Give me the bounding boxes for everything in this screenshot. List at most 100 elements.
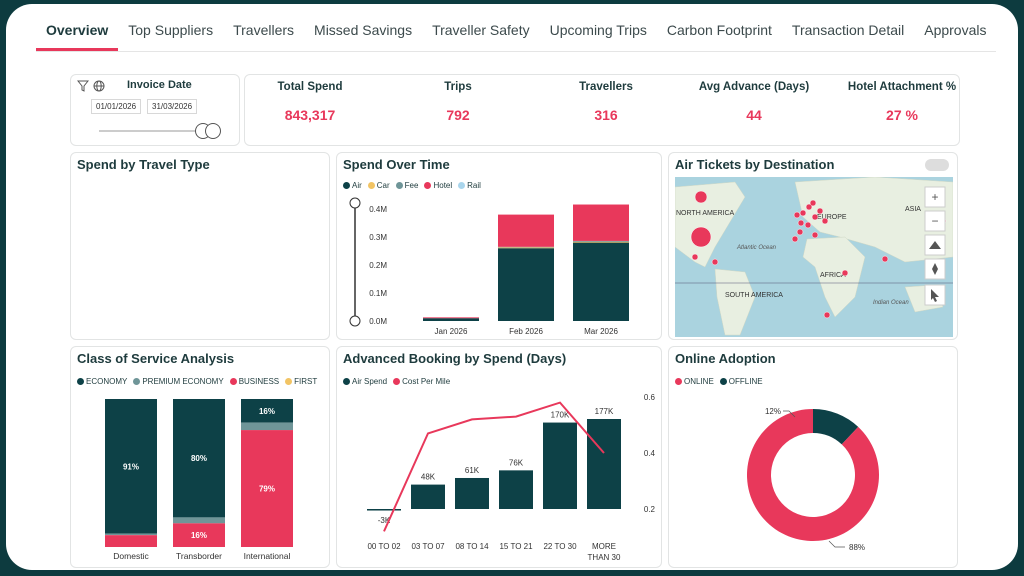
legend-item[interactable]: Air Spend bbox=[343, 377, 387, 386]
filter-title: Invoice Date bbox=[127, 79, 192, 91]
y-tick-label: 0.0M bbox=[369, 317, 387, 326]
x-tick-label: 08 TO 14 bbox=[455, 542, 489, 551]
legend-swatch bbox=[395, 182, 403, 189]
legend-item[interactable]: Fee bbox=[395, 181, 419, 190]
destination-marker[interactable] bbox=[796, 228, 804, 236]
bar-segment-economy[interactable] bbox=[241, 399, 293, 423]
x-tick-label: 15 TO 21 bbox=[499, 542, 533, 551]
destination-marker[interactable] bbox=[797, 219, 805, 227]
bar-data-label: 177K bbox=[595, 407, 614, 416]
destination-marker[interactable] bbox=[881, 255, 889, 263]
tab-traveller-safety[interactable]: Traveller Safety bbox=[432, 22, 530, 38]
destination-marker[interactable] bbox=[811, 231, 819, 239]
bar-segment-hotel[interactable] bbox=[498, 214, 554, 247]
legend-label: Fee bbox=[404, 181, 419, 190]
bar-segment-fee[interactable] bbox=[498, 246, 554, 248]
globe-icon[interactable] bbox=[93, 79, 105, 97]
x-tick-label: Transborder bbox=[176, 551, 222, 561]
bar-segment-fee[interactable] bbox=[573, 240, 629, 242]
bar-segment-premium-economy[interactable] bbox=[105, 533, 157, 536]
legend-item[interactable]: Car bbox=[367, 181, 390, 190]
donut-slice-online[interactable] bbox=[747, 409, 879, 541]
tab-carbon-footprint[interactable]: Carbon Footprint bbox=[666, 22, 772, 38]
bar-segment-business[interactable] bbox=[173, 523, 225, 547]
bar-segment-air[interactable] bbox=[423, 318, 479, 321]
slice-label: 12% bbox=[765, 407, 781, 416]
tab-upcoming-trips[interactable]: Upcoming Trips bbox=[549, 22, 647, 38]
bar-segment-hotel[interactable] bbox=[423, 317, 479, 319]
bar-segment-premium-economy[interactable] bbox=[241, 422, 293, 431]
legend-item[interactable]: BUSINESS bbox=[229, 377, 280, 386]
destination-marker[interactable] bbox=[811, 213, 819, 221]
bar-segment-air[interactable] bbox=[573, 242, 629, 321]
destination-marker[interactable] bbox=[821, 217, 829, 225]
legend-item[interactable]: PREMIUM ECONOMY bbox=[133, 377, 224, 386]
legend-label: BUSINESS bbox=[238, 377, 280, 386]
leader-line bbox=[783, 410, 796, 418]
air-spend-bar[interactable] bbox=[543, 422, 577, 509]
bar-segment-business[interactable] bbox=[241, 430, 293, 547]
legend-item[interactable]: Air bbox=[343, 181, 362, 190]
legend-item[interactable]: OFFLINE bbox=[719, 377, 763, 386]
tab-travellers[interactable]: Travellers bbox=[233, 22, 295, 38]
legend-item[interactable]: ECONOMY bbox=[77, 377, 127, 386]
end-date-input[interactable]: 31/03/2026 bbox=[147, 99, 198, 114]
destination-marker[interactable] bbox=[804, 221, 812, 229]
zoom-in-button[interactable] bbox=[924, 186, 946, 208]
start-date-input[interactable]: 01/01/2026 bbox=[91, 99, 142, 114]
zoom-out-button[interactable] bbox=[924, 210, 946, 232]
air-spend-bar[interactable] bbox=[411, 484, 445, 509]
legend-swatch bbox=[719, 378, 727, 385]
panel-title: Spend Over Time bbox=[343, 157, 450, 172]
bar-segment-premium-economy[interactable] bbox=[173, 517, 225, 524]
destination-marker[interactable] bbox=[711, 258, 719, 266]
air-spend-bar[interactable] bbox=[587, 419, 621, 509]
destination-marker[interactable] bbox=[791, 235, 799, 243]
cost-per-mile-line[interactable] bbox=[383, 401, 605, 532]
bar-segment-car[interactable] bbox=[573, 241, 629, 243]
destination-marker[interactable] bbox=[793, 211, 801, 219]
tab-top-suppliers[interactable]: Top Suppliers bbox=[128, 22, 214, 38]
destination-marker[interactable] bbox=[691, 253, 699, 261]
bar-segment-air[interactable] bbox=[498, 248, 554, 321]
kpi-label: Total Spend bbox=[277, 81, 343, 93]
destination-marker[interactable] bbox=[805, 203, 813, 211]
destination-marker[interactable] bbox=[823, 311, 831, 319]
destination-marker[interactable] bbox=[694, 190, 708, 204]
bar-segment-hotel[interactable] bbox=[573, 204, 629, 241]
legend-item[interactable]: FIRST bbox=[285, 377, 317, 386]
spend-over-time-legend: Air Car Fee Hotel Rail bbox=[343, 181, 481, 190]
time-slider-bottom-handle[interactable] bbox=[349, 315, 361, 327]
donut-slice-offline[interactable] bbox=[813, 409, 859, 445]
destination-marker[interactable] bbox=[809, 199, 817, 207]
legend-item[interactable]: Cost Per Mile bbox=[393, 377, 450, 386]
map-region-label: NORTH AMERICA bbox=[676, 210, 735, 217]
tab-approvals[interactable]: Approvals bbox=[924, 22, 987, 38]
map-controls: +− bbox=[924, 186, 946, 306]
date-slider-end-handle[interactable] bbox=[205, 123, 221, 139]
bar-data-label: 80% bbox=[191, 454, 207, 463]
legend-item[interactable]: ONLINE bbox=[675, 377, 714, 386]
destination-marker[interactable] bbox=[816, 207, 824, 215]
air-spend-bar[interactable] bbox=[367, 509, 401, 511]
legend-label: Hotel bbox=[433, 181, 453, 190]
bar-segment-business[interactable] bbox=[105, 535, 157, 547]
bar-segment-economy[interactable] bbox=[105, 399, 157, 534]
map-toggle[interactable] bbox=[925, 159, 949, 171]
time-slider-top-handle[interactable] bbox=[349, 197, 361, 209]
y-tick-label: 0.4M bbox=[369, 205, 387, 214]
air-spend-bar[interactable] bbox=[455, 477, 489, 509]
destination-marker[interactable] bbox=[799, 209, 807, 217]
legend-item[interactable]: Rail bbox=[458, 181, 481, 190]
tab-overview[interactable]: Overview bbox=[36, 18, 119, 51]
destination-marker[interactable] bbox=[841, 269, 849, 277]
tab-transaction-detail[interactable]: Transaction Detail bbox=[791, 22, 905, 38]
filter-icon[interactable] bbox=[76, 79, 90, 97]
destination-marker[interactable] bbox=[690, 226, 712, 248]
air-spend-bar[interactable] bbox=[499, 470, 533, 509]
legend-item[interactable]: Hotel bbox=[424, 181, 452, 190]
bar-segment-car[interactable] bbox=[498, 247, 554, 249]
bar-segment-economy[interactable] bbox=[173, 399, 225, 518]
tab-missed-savings[interactable]: Missed Savings bbox=[314, 22, 413, 38]
air-tickets-map[interactable]: NORTH AMERICA EUROPE ASIA Atlantic Ocean AFR… bbox=[675, 177, 953, 337]
